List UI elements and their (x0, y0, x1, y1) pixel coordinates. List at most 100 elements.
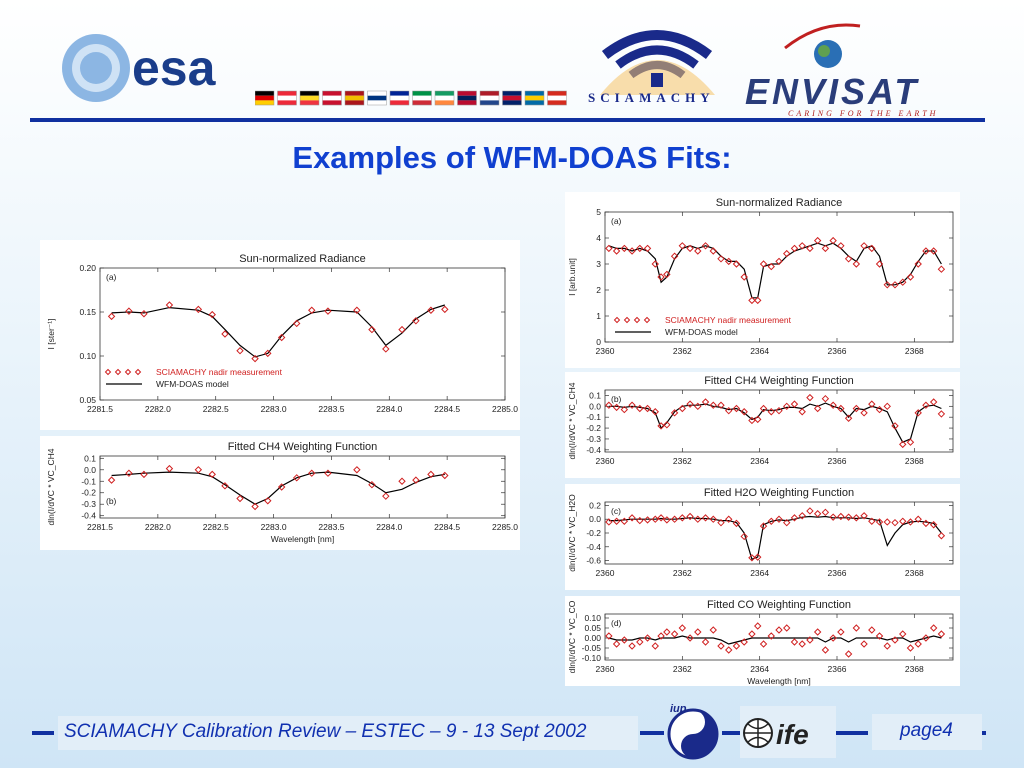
x-tick-label: 2360 (596, 568, 615, 578)
flag-stripe (502, 100, 522, 106)
measurement-point (732, 404, 741, 413)
y-tick-label: 4 (596, 233, 601, 243)
x-tick-label: 2366 (828, 456, 847, 466)
y-tick-label: -0.4 (586, 445, 601, 455)
measurement-point (813, 404, 822, 413)
measurement-point (717, 255, 725, 263)
measurement-point (767, 517, 775, 525)
flag-stripe (480, 100, 499, 106)
measurement-point (678, 514, 687, 522)
measurement-point (922, 519, 930, 528)
flag-stripe (547, 91, 567, 96)
measurement-point (929, 247, 938, 255)
flag-stripe (525, 100, 544, 106)
flag-stripe (525, 91, 544, 96)
measurement-point (605, 244, 613, 253)
measurement-point (194, 466, 203, 474)
flag-stripe (502, 95, 522, 101)
y-tick-label: -0.2 (586, 528, 601, 538)
measurement-point (837, 242, 845, 250)
legend-marker (613, 316, 621, 324)
measurement-point (740, 408, 748, 416)
x-tick-label: 2362 (673, 346, 692, 356)
y-tick-label: -0.3 (586, 434, 601, 444)
x-tick-label: 2364 (750, 346, 769, 356)
x-tick-label: 2282.0 (145, 522, 171, 532)
measurement-point (906, 438, 915, 446)
chart-right-ch4: Fitted CH4 Weighting Function 2360 2362 236… (565, 372, 960, 478)
measurement-point (709, 401, 717, 409)
measurement-point (441, 305, 449, 314)
measurement-point (236, 347, 244, 355)
measurement-point (748, 554, 756, 562)
y-tick-label: 0.10 (584, 613, 601, 623)
measurement-point (860, 640, 868, 648)
measurement-point (929, 624, 938, 632)
flag-stripe (300, 95, 319, 101)
flag-border (389, 90, 410, 106)
measurement-point (694, 628, 702, 636)
chart-right-co: Fitted CO Weighting Function 2360 2362 2364… (565, 596, 960, 686)
panel-label: (b) (611, 394, 622, 404)
x-tick-label: 2285.0 (492, 404, 518, 414)
ife-logo-text: ife (776, 719, 809, 750)
measurement-point (790, 638, 799, 646)
measurement-point (759, 404, 768, 413)
model-line (608, 635, 942, 645)
measurement-point (922, 634, 930, 642)
measurement-point (829, 513, 837, 521)
measurement-point (937, 410, 946, 418)
footer-rule (722, 731, 740, 735)
flag-stripe (435, 91, 454, 96)
flag-stripe (412, 91, 432, 96)
x-tick-label: 2368 (905, 568, 924, 578)
measurement-point (125, 469, 133, 477)
y-tick-label: -0.2 (586, 423, 601, 433)
x-axis-label: Wavelength [nm] (271, 534, 334, 544)
x-tick-label: 2283.5 (318, 404, 344, 414)
flag-stripe (457, 100, 477, 106)
measurement-point (107, 476, 116, 484)
flag-stripe (525, 95, 544, 101)
y-tick-label: -0.4 (586, 542, 601, 552)
measurement-point (790, 244, 799, 253)
measurement-point (208, 310, 216, 319)
flag-1 (277, 90, 297, 106)
measurement-point (368, 325, 376, 334)
measurement-point (798, 640, 806, 648)
measurement-point (875, 405, 884, 414)
flag-stripe (547, 95, 567, 101)
measurement-point (657, 632, 665, 640)
measurement-point (663, 270, 671, 279)
measurement-point (852, 624, 861, 632)
legend-marker (124, 368, 132, 376)
measurement-point (754, 622, 762, 630)
measurement-point (899, 630, 907, 638)
flag-stripe (277, 95, 297, 101)
plot-frame (604, 501, 954, 565)
y-tick-label: 0 (596, 337, 601, 347)
y-axis-label: dln(I/dVC * VC_CO (567, 600, 577, 673)
measurement-point (427, 470, 435, 479)
measurement-point (165, 464, 174, 473)
envisat-logo-text: ENVISAT (745, 71, 919, 112)
flag-border (502, 90, 522, 106)
flag-stripe (255, 91, 274, 96)
model-line (608, 515, 942, 560)
flag-8 (434, 90, 455, 106)
y-tick-label: 1 (596, 311, 601, 321)
measurement-point (651, 260, 659, 268)
x-tick-label: 2368 (905, 346, 924, 356)
measurement-point (636, 244, 644, 253)
flag-border (299, 90, 320, 106)
measurement-point (612, 640, 621, 648)
measurement-point (891, 422, 899, 430)
measurement-point (678, 624, 687, 632)
flag-border (524, 90, 545, 106)
measurement-point (701, 638, 710, 646)
measurement-point (717, 401, 725, 409)
measurement-point (251, 502, 259, 511)
ife-logo: ife (740, 706, 836, 758)
measurement-point (883, 518, 891, 526)
measurement-point (612, 403, 621, 412)
